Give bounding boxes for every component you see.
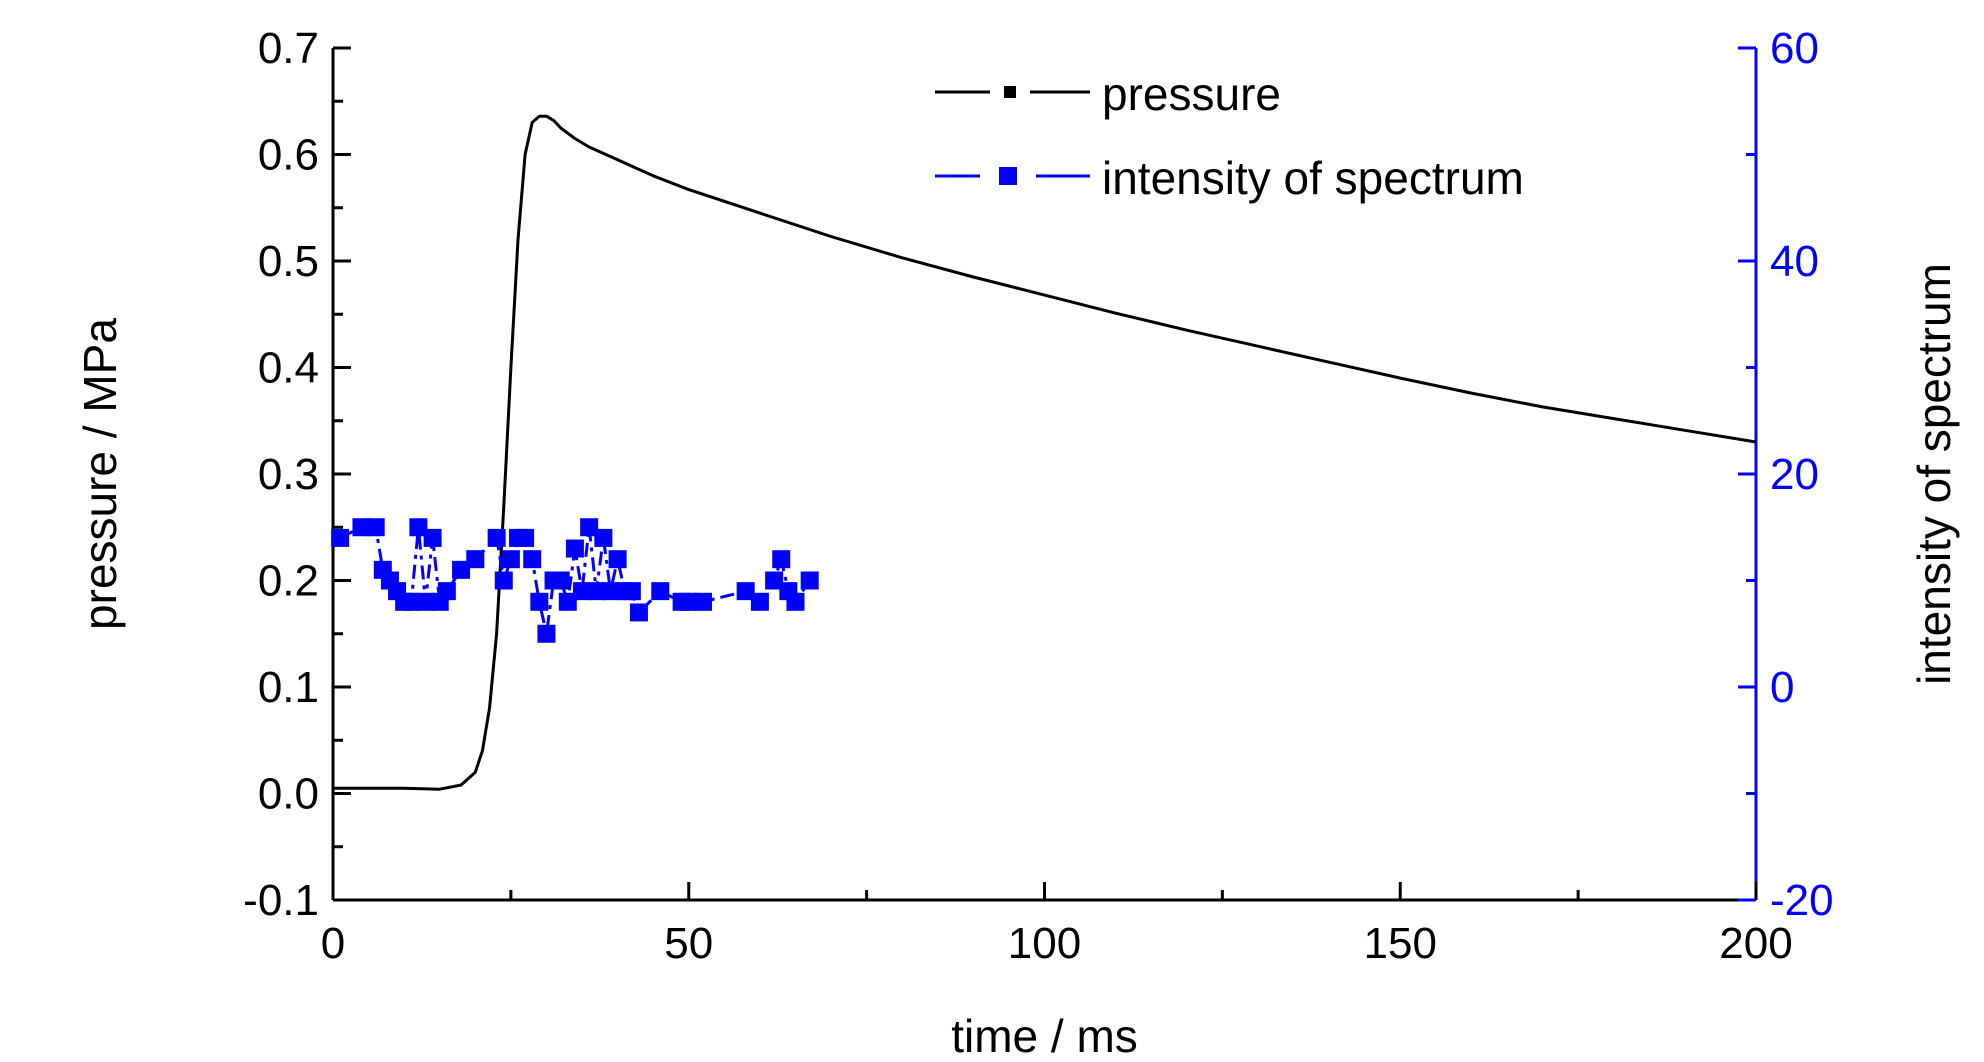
x-axis-ticks: 0 50 100 150 200	[321, 882, 1793, 968]
intensity-data-point	[352, 518, 371, 537]
x-tick-label: 0	[321, 919, 345, 968]
plot-area: 0 50 100 150 200 -0.10.00.10.20.30.40.50.60.…	[243, 24, 1833, 968]
x-tick-label: 50	[664, 919, 713, 968]
legend-pressure-marker-icon	[1004, 86, 1016, 98]
intensity-data-point	[629, 603, 648, 622]
intensity-data-point	[651, 582, 670, 601]
intensity-data-point	[622, 582, 641, 601]
left-y-tick-label: 0.4	[258, 344, 319, 393]
intensity-data-point	[402, 592, 421, 611]
intensity-data-point	[551, 571, 570, 590]
intensity-data-point	[437, 582, 456, 601]
right-y-tick-label: 40	[1770, 237, 1819, 286]
intensity-data-point	[693, 592, 712, 611]
intensity-data-point	[736, 582, 755, 601]
intensity-data-point	[565, 539, 584, 558]
pressure-series-line	[333, 114, 1757, 791]
right-y-tick-label: -20	[1770, 876, 1834, 925]
right-y-tick-label: 60	[1770, 24, 1819, 73]
intensity-data-point	[452, 560, 471, 579]
intensity-data-point	[558, 592, 577, 611]
x-axis-title: time / ms	[951, 1010, 1138, 1062]
left-y-tick-label: -0.1	[243, 876, 319, 925]
left-y-tick-label: 0.3	[258, 450, 319, 499]
x-tick-label: 200	[1719, 919, 1792, 968]
intensity-data-point	[466, 550, 485, 569]
intensity-data-point	[494, 571, 513, 590]
left-y-axis-ticks: -0.1 0.0 0.1 0.2 0.3 0.4 0.5 0.6 0.7	[243, 24, 351, 925]
intensity-data-point	[366, 518, 385, 537]
left-y-tick-label: 0.2	[258, 557, 319, 606]
series-layer	[331, 114, 1757, 791]
intensity-data-point	[679, 592, 698, 611]
intensity-data-point	[580, 518, 599, 537]
left-y-tick-label: 0.1	[258, 663, 319, 712]
intensity-data-point	[608, 550, 627, 569]
intensity-data-point	[786, 592, 805, 611]
right-y-tick-label: 20	[1770, 450, 1819, 499]
intensity-data-point	[601, 582, 620, 601]
intensity-data-point	[750, 592, 769, 611]
right-y-tick-label: 0	[1770, 663, 1794, 712]
intensity-data-point	[409, 518, 428, 537]
left-y-axis-title: pressure / MPa	[74, 318, 126, 630]
intensity-data-point	[530, 592, 549, 611]
legend-pressure-label: pressure	[1102, 68, 1281, 120]
left-y-tick-label: 0.0	[258, 770, 319, 819]
intensity-data-point	[772, 550, 791, 569]
right-y-axis-title: intensity of spectrum	[1908, 263, 1960, 685]
legend-item-intensity: intensity of spectrum	[935, 152, 1524, 204]
intensity-data-point	[487, 528, 506, 547]
intensity-data-point	[416, 592, 435, 611]
intensity-data-point	[516, 528, 535, 547]
intensity-data-point	[537, 624, 556, 643]
intensity-data-point	[800, 571, 819, 590]
intensity-data-point	[587, 582, 606, 601]
left-y-tick-label: 0.5	[258, 237, 319, 286]
intensity-data-point	[331, 528, 350, 547]
intensity-data-point	[573, 582, 592, 601]
x-tick-label: 100	[1008, 919, 1081, 968]
x-tick-label: 150	[1364, 919, 1437, 968]
intensity-data-point	[765, 571, 784, 590]
intensity-data-point	[423, 528, 442, 547]
intensity-data-point	[501, 550, 520, 569]
legend-item-pressure: pressure	[935, 68, 1281, 120]
right-y-axis-ticks: -20 0 20 40 60	[1738, 24, 1834, 925]
left-y-tick-label: 0.7	[258, 24, 319, 73]
intensity-data-point	[523, 550, 542, 569]
legend-intensity-marker-icon	[999, 167, 1017, 185]
legend-intensity-label: intensity of spectrum	[1102, 152, 1524, 204]
legend: pressure intensity of spectrum	[935, 68, 1524, 204]
left-y-tick-label: 0.6	[258, 131, 319, 180]
intensity-data-point	[594, 528, 613, 547]
